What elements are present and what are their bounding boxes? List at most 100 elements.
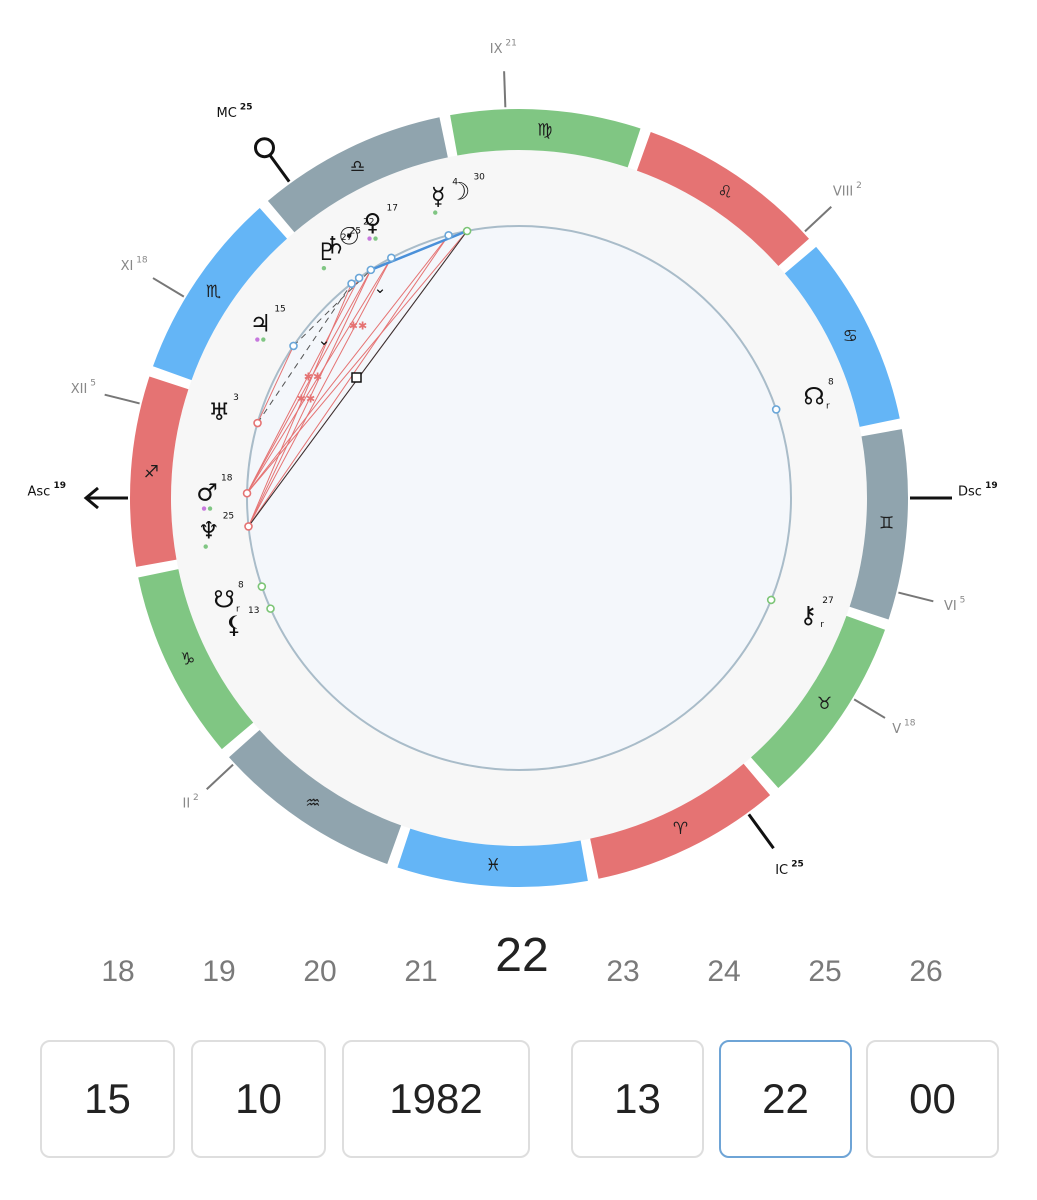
sagittarius-sign-icon: ♐ xyxy=(144,462,159,482)
aquarius-sign-icon: ♒ xyxy=(305,794,320,814)
lilith-degree: 13 xyxy=(248,606,259,616)
asc-label: Asc 19 xyxy=(28,481,67,500)
chiron-degree: 27 xyxy=(822,596,833,606)
neptune-aspect-dot xyxy=(203,544,208,549)
aspect-line-sun-mars xyxy=(246,269,372,494)
scroller-item[interactable]: 26 xyxy=(909,955,943,988)
asc-arrow-icon xyxy=(83,486,99,510)
jupiter-icon: ♃ xyxy=(250,310,272,338)
chiron-icon: ⚷ xyxy=(799,601,817,629)
south-node-icon: ☋ xyxy=(213,586,234,614)
scroller-item[interactable]: 21 xyxy=(404,955,438,988)
zodiac-segment-libra xyxy=(267,117,448,233)
north-node-retro: r xyxy=(826,401,830,411)
mercury-degree: 4 xyxy=(452,178,458,188)
scroller-item[interactable]: 19 xyxy=(202,955,236,988)
sun-icon: ☉ xyxy=(338,222,360,250)
minute-field[interactable]: 22 xyxy=(719,1040,852,1158)
pluto-degree: 27 xyxy=(341,233,352,243)
zodiac-segment-aquarius xyxy=(229,729,402,865)
neptune-degree: 25 xyxy=(223,512,234,522)
minute-scroller[interactable]: 18 19 20 21 22 23 24 25 26 xyxy=(0,920,1037,1010)
zodiac-segment-virgo xyxy=(450,109,641,168)
gemini-sign-icon: ♊ xyxy=(879,514,894,534)
capricorn-sign-icon: ♑ xyxy=(180,650,195,670)
mc-label: MC 25 xyxy=(217,103,253,122)
second-field[interactable]: 00 xyxy=(866,1040,999,1158)
aspect-line-venus-neptune xyxy=(248,257,392,527)
jupiter-marker xyxy=(289,341,298,351)
mercury-marker xyxy=(444,230,453,240)
zodiac-segment-taurus xyxy=(750,615,886,788)
neptune-icon: ♆ xyxy=(198,517,220,545)
zodiac-segment-gemini xyxy=(849,429,908,620)
dsc-label: Dsc 19 xyxy=(958,481,998,500)
taurus-sign-icon: ♉ xyxy=(817,694,832,714)
house-viii-label: VIII 2 xyxy=(833,181,862,200)
jupiter-aspect-dot xyxy=(261,337,266,342)
scroller-item[interactable]: 20 xyxy=(303,955,337,988)
house-ix-label: IX 21 xyxy=(490,38,517,57)
sextile-aspect-icon: ⌄ xyxy=(318,331,331,349)
pluto-aspect-dot xyxy=(321,265,327,271)
scroller-item[interactable]: 25 xyxy=(808,955,842,988)
moon-marker xyxy=(462,226,472,236)
opposition-marker-icon: ✱✱ xyxy=(297,393,315,406)
day-field[interactable]: 15 xyxy=(40,1040,175,1158)
scroller-item[interactable]: 23 xyxy=(606,955,640,988)
zodiac-segment-aries xyxy=(590,763,771,879)
year-field[interactable]: 1982 xyxy=(342,1040,530,1158)
square-aspect-icon xyxy=(351,372,362,383)
aspect-line-sun-neptune xyxy=(248,269,372,527)
mars-marker xyxy=(242,488,252,498)
venus-degree: 17 xyxy=(387,204,398,214)
ic-axis-line xyxy=(747,813,775,850)
jupiter-aspect-dot xyxy=(255,337,260,342)
month-field[interactable]: 10 xyxy=(191,1040,326,1158)
mc-circle-icon xyxy=(253,137,275,159)
south-node-degree: 8 xyxy=(238,581,244,591)
mars-aspect-dot xyxy=(207,506,213,511)
hour-field[interactable]: 13 xyxy=(571,1040,704,1158)
leo-sign-icon: ♌ xyxy=(717,182,732,202)
house-xii-label: XII 5 xyxy=(71,378,96,397)
pluto-marker xyxy=(347,279,356,288)
house-v-tick xyxy=(853,698,886,719)
lilith-icon: ⚸ xyxy=(225,611,243,639)
chiron-retro: r xyxy=(820,620,824,630)
saturn-marker xyxy=(354,273,364,283)
house-viii-tick xyxy=(804,206,832,233)
aspect-line-moon-mars xyxy=(246,230,468,494)
opposition-marker-icon: ✱✱ xyxy=(304,371,322,384)
chiron-marker xyxy=(766,595,776,605)
north-node-marker xyxy=(771,405,781,414)
aspect-line-mercury-neptune xyxy=(248,234,450,527)
virgo-sign-icon: ♍ xyxy=(537,120,552,140)
sextile-aspect-icon: ⌄ xyxy=(374,279,387,297)
jupiter-degree: 15 xyxy=(274,305,285,315)
house-xi-tick xyxy=(152,277,185,298)
house-ii-tick xyxy=(206,763,234,790)
house-xii-tick xyxy=(104,393,140,405)
scroller-item[interactable]: 18 xyxy=(101,955,135,988)
aspect-line-dashed xyxy=(293,269,372,347)
house-ii-label: II 2 xyxy=(182,793,198,812)
south-node-retro: r xyxy=(236,605,240,615)
venus-marker xyxy=(387,253,396,263)
moon-icon: ☽ xyxy=(449,178,471,206)
house-vi-label: VI 5 xyxy=(944,596,965,615)
sun-marker xyxy=(366,265,376,275)
venus-aspect-dot xyxy=(367,236,372,241)
scroller-item-selected[interactable]: 22 xyxy=(495,929,549,982)
venus-icon: ♀ xyxy=(364,209,382,237)
house-vi-tick xyxy=(898,591,934,603)
sun-degree: 22 xyxy=(363,217,374,227)
aspect-line-jupiter-uranus xyxy=(257,345,294,424)
uranus-marker xyxy=(253,418,262,428)
date-time-fields: 15 10 1982 13 22 00 xyxy=(0,1040,1037,1165)
uranus-degree: 3 xyxy=(233,393,239,403)
scorpio-sign-icon: ♏ xyxy=(206,282,221,302)
zodiac-segment-pisces xyxy=(397,828,588,887)
scroller-item[interactable]: 24 xyxy=(707,955,741,988)
pluto-icon: ♇ xyxy=(316,238,338,266)
